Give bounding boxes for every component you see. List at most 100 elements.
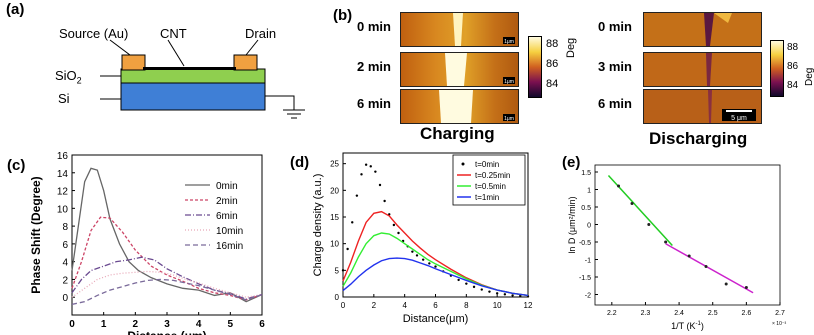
si-label: Si [58,91,70,106]
y-tick-label: -1 [585,258,591,265]
x-axis-label-end: ) [701,321,704,331]
data-point-t=0min [341,269,345,272]
x-tick-label: 4 [402,301,407,310]
data-point-t=0min [488,290,491,293]
data-point-t=0min [369,165,372,168]
series-line-16min [71,278,263,305]
y-axis-label: ln D (μm²/min) [567,196,577,253]
scalebar-label: 5 μm [731,115,747,122]
x-tick-label: 2.4 [674,310,684,317]
colorbar-charging [528,36,542,98]
x-axis-label-main: 1/T (K [671,321,695,331]
scalebar-small-charging-1: 1μm [504,79,514,85]
x-axis-label: Distance (μm) [127,329,206,335]
data-point [617,184,621,188]
colorbar-charging-unit: Deg [565,37,577,58]
x-axis-label-sup: -1 [696,321,702,327]
legend-box [452,154,526,206]
data-point-t=0min [355,194,359,197]
sio2-text: SiO [55,68,77,83]
legend-label-t=0.25min: t=0.25min [475,171,510,180]
data-point-t=0min [421,258,425,261]
x-tick-label: 2.6 [741,310,751,317]
data-point-t=0min [411,250,414,253]
colorbar-discharging-tick-2: 84 [787,80,799,91]
sio2-label: SiO2 [55,68,82,86]
series-line-6min [71,256,263,300]
fit-line-2 [665,243,754,294]
x-tick-label: 2 [133,319,139,330]
data-point [704,265,708,268]
ground-icon [283,109,305,119]
y-tick-label: -0.5 [579,240,591,247]
y-tick-label: 5 [335,266,340,275]
series-line-t=0.25min [342,210,529,297]
source-pointer [109,39,131,56]
panel-c-label: (c) [7,157,26,174]
y-tick-label: 10 [57,204,69,215]
drain-label: Drain [245,26,277,41]
y-tick-label: -1.5 [579,275,591,282]
discharging-time-2: 6 min [598,96,632,111]
data-point-t=0min [383,199,386,203]
data-point-t=0min [495,292,499,295]
legend-label-2min: 2min [216,196,238,207]
charging-title: Charging [420,124,495,143]
x-tick-label: 0 [341,301,346,310]
x-tick-label: 2.3 [641,310,651,317]
x-tick-label: 2.2 [607,310,617,317]
data-point [647,223,651,226]
data-point-t=0min [351,221,354,224]
data-point-t=0min [397,231,400,235]
chart-charge-density: 0 2 4 6 8 10 12 0 5 10 15 20 25 Distance(μm) Charge de… [312,152,533,325]
x-tick-label: 6 [433,301,438,310]
y-tick-label: 8 [62,222,68,233]
series-line-0min [71,167,263,303]
data-point-t=0min [428,262,431,265]
y-tick-label: 16 [57,151,69,162]
y-tick-label: 25 [330,160,339,169]
data-point-t=0min [374,170,377,173]
y-axis-label: Phase Shift (Degree) [29,176,43,293]
y-tick-label: 15 [330,213,339,222]
x-tick-label: 5 [228,319,234,330]
colorbar-discharging-unit: Deg [804,67,814,86]
afm-image-discharging-2: 5 μm [643,89,762,124]
panel-b-label: (b) [333,7,353,24]
y-tick-label: 12 [57,187,69,198]
data-point-t=0min [415,254,419,257]
data-point-t=0min [519,294,522,298]
data-point-t=0min [360,173,363,176]
data-point [630,202,634,205]
y-tick-label: 2 [62,275,68,286]
y-tick-label: 1.5 [581,170,591,177]
data-point-t=0min [465,282,468,285]
scalebar-small-charging-0: 1μm [504,39,514,45]
source-electrode [121,54,146,71]
colorbar-charging-tick-1: 86 [546,58,559,70]
legend-swatch-t=0min [461,162,465,166]
data-point [724,282,728,286]
data-point-t=0min [346,247,349,251]
data-point-t=0min [472,285,476,289]
ground-wire [265,95,295,110]
series-line-10min [71,270,263,298]
y-tick-label: 0.5 [581,205,591,212]
legend-label-0min: 0min [216,181,238,192]
series-line-t=1min [342,257,529,297]
charging-time-2: 6 min [357,96,391,111]
data-point-t=0min [434,265,437,268]
legend-label-6min: 6min [216,211,238,222]
plot-frame [594,164,781,306]
series-line-t=0.5min [342,232,529,297]
panel-a-label: (a) [6,1,25,18]
x-tick-label: 12 [524,301,533,310]
y-tick-label: 0 [335,293,340,302]
cnt-pointer [167,39,185,67]
data-point-t=0min [503,293,507,296]
afm-image-charging-0: 1μm [400,12,519,47]
y-tick-label: 0 [62,293,68,304]
colorbar-charging-tick-0: 88 [546,38,559,50]
drain-pointer [245,39,259,56]
discharging-time-0: 0 min [598,19,632,34]
